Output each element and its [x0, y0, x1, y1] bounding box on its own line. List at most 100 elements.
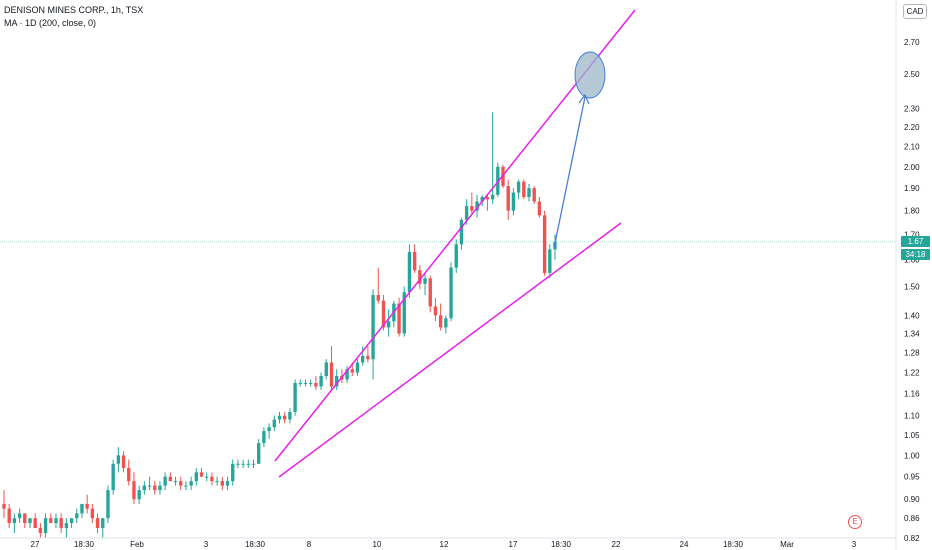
currency-label[interactable]: CAD — [903, 4, 927, 19]
candle-18 — [95, 513, 100, 533]
price-tick-0: 2.70 — [904, 38, 920, 47]
candle-39 — [205, 472, 209, 482]
projection-arrow-line — [553, 96, 586, 249]
candle-104 — [542, 210, 547, 276]
candle-83 — [433, 297, 438, 322]
candle-7 — [38, 523, 43, 538]
candle-body — [168, 476, 173, 482]
candlestick-series — [2, 112, 557, 538]
price-tick-6: 1.90 — [904, 184, 920, 193]
candle-44 — [231, 459, 235, 486]
candle-103 — [537, 197, 542, 218]
candle-98 — [511, 188, 516, 216]
candle-body — [381, 300, 386, 328]
earnings-badge[interactable]: E — [848, 515, 862, 529]
time-axis[interactable]: 27 18:30 Feb 3 18:30 8 10 12 17 18:30 22 24 18:30 Mar… — [0, 537, 896, 549]
candle-34 — [179, 476, 183, 491]
candle-4 — [23, 513, 27, 528]
candle-102 — [532, 185, 536, 204]
candle-99 — [516, 179, 521, 200]
candle-body — [220, 481, 225, 486]
time-tick-14: 3 — [852, 540, 857, 549]
candle-2 — [12, 513, 17, 533]
candle-body — [444, 318, 448, 328]
candle-37 — [194, 468, 199, 486]
chart-legend: DENISON MINES CORP., 1h, TSX MA · 1D (20… — [4, 4, 143, 30]
candle-86 — [449, 262, 453, 322]
candle-body — [199, 472, 204, 477]
time-tick-8: 17 — [509, 540, 518, 549]
candle-body — [205, 476, 209, 478]
candle-76 — [397, 297, 401, 337]
time-tick-9: 18:30 — [551, 540, 572, 549]
time-tick-11: 24 — [680, 540, 689, 549]
candle-71 — [371, 289, 375, 380]
candle-85 — [444, 315, 448, 334]
candle-21 — [111, 459, 115, 495]
candle-body — [43, 518, 48, 533]
candle-body — [225, 481, 230, 486]
candle-53 — [277, 411, 282, 424]
candle-26 — [137, 485, 141, 504]
candle-body — [314, 382, 318, 387]
candle-body — [277, 415, 282, 420]
candle-23 — [121, 451, 126, 473]
candle-body — [407, 251, 412, 293]
candle-body — [345, 369, 349, 380]
candle-body — [386, 321, 391, 328]
candle-72 — [376, 267, 380, 304]
candle-20 — [106, 485, 110, 524]
price-tick-17: 1.05 — [904, 431, 920, 440]
candle-64 — [334, 369, 339, 391]
candle-100 — [522, 179, 526, 200]
candle-body — [532, 188, 536, 202]
candle-25 — [132, 472, 136, 504]
candle-57 — [298, 379, 302, 387]
candle-body — [548, 249, 552, 273]
candle-body — [324, 362, 328, 377]
candle-84 — [438, 303, 443, 331]
price-tick-18: 1.00 — [904, 451, 920, 460]
price-tick-13: 1.28 — [904, 349, 920, 358]
candle-body — [17, 513, 22, 519]
price-tick-8: 1.70 — [904, 230, 920, 239]
candle-body — [106, 490, 110, 519]
candle-29 — [153, 481, 157, 495]
candle-50 — [262, 427, 266, 448]
candle-48 — [251, 459, 256, 469]
candle-19 — [101, 518, 105, 538]
candle-16 — [85, 494, 89, 514]
candle-body — [2, 503, 6, 509]
candle-49 — [257, 439, 261, 464]
candle-body — [397, 303, 401, 334]
candle-body — [423, 278, 427, 284]
candle-body — [293, 382, 297, 412]
candle-10 — [54, 513, 58, 528]
projection-arrow-head — [578, 93, 590, 105]
candle-body — [173, 481, 178, 483]
channel-drawings[interactable] — [274, 9, 636, 478]
candle-13 — [69, 518, 74, 528]
candle-88 — [459, 217, 464, 250]
candle-body — [511, 192, 516, 211]
price-tick-12: 1.34 — [904, 330, 920, 339]
candle-body — [38, 527, 43, 533]
candle-91 — [475, 194, 479, 218]
candle-46 — [241, 459, 245, 469]
candle-body — [475, 201, 479, 211]
candle-body — [433, 306, 438, 316]
candle-body — [288, 411, 292, 420]
candle-body — [464, 206, 469, 221]
candle-45 — [236, 459, 240, 469]
candle-43 — [225, 476, 230, 491]
candle-36 — [189, 476, 193, 491]
candle-body — [537, 201, 542, 216]
candle-body — [194, 472, 199, 482]
price-axis[interactable]: 2.902.702.502.302.202.102.001.901.801.70… — [895, 0, 922, 550]
candle-47 — [246, 459, 251, 469]
candle-body — [116, 455, 121, 464]
candle-body — [428, 278, 432, 307]
candle-body — [418, 270, 422, 284]
candle-body — [80, 503, 84, 514]
